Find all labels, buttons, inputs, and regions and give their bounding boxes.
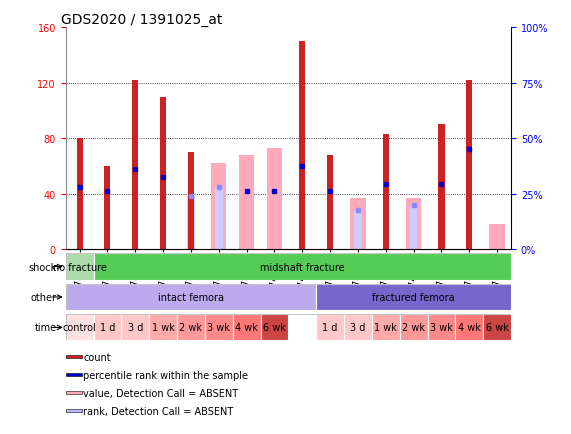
Bar <box>66 284 316 310</box>
Text: value, Detection Call = ABSENT: value, Detection Call = ABSENT <box>83 388 239 398</box>
Bar <box>66 355 82 358</box>
Bar <box>410 205 417 250</box>
Text: 1 d: 1 d <box>323 323 338 332</box>
Text: 1 wk: 1 wk <box>152 323 175 332</box>
Text: fractured femora: fractured femora <box>372 293 455 302</box>
Text: GDS2020 / 1391025_at: GDS2020 / 1391025_at <box>61 13 223 27</box>
Bar <box>400 315 428 341</box>
Text: rank, Detection Call = ABSENT: rank, Detection Call = ABSENT <box>83 407 234 417</box>
Text: 6 wk: 6 wk <box>486 323 509 332</box>
Text: percentile rank within the sample: percentile rank within the sample <box>83 370 248 380</box>
Bar <box>467 81 472 250</box>
Bar <box>211 164 227 250</box>
Text: count: count <box>83 352 111 362</box>
Bar <box>160 97 166 250</box>
Text: midshaft fracture: midshaft fracture <box>260 262 344 272</box>
Bar <box>187 197 195 250</box>
Bar <box>489 225 505 250</box>
Text: no fracture: no fracture <box>53 262 107 272</box>
Bar <box>188 153 194 250</box>
Bar <box>327 155 333 250</box>
Text: 3 d: 3 d <box>127 323 143 332</box>
Bar <box>428 315 456 341</box>
Bar <box>299 42 305 250</box>
Bar <box>122 315 149 341</box>
Text: 4 wk: 4 wk <box>458 323 481 332</box>
Text: 3 wk: 3 wk <box>430 323 453 332</box>
Bar <box>239 155 254 250</box>
Bar <box>350 198 365 250</box>
Bar <box>66 373 82 376</box>
Bar <box>406 198 421 250</box>
Bar <box>104 167 110 250</box>
Bar <box>132 81 138 250</box>
Bar <box>372 315 400 341</box>
Bar <box>177 315 205 341</box>
Bar <box>66 315 94 341</box>
Bar <box>77 139 83 250</box>
Text: 1 wk: 1 wk <box>375 323 397 332</box>
Bar <box>383 135 389 250</box>
Bar <box>149 315 177 341</box>
Text: intact femora: intact femora <box>158 293 224 302</box>
Text: time: time <box>35 323 57 332</box>
Text: other: other <box>31 293 57 302</box>
Bar <box>260 315 288 341</box>
Bar <box>66 254 94 280</box>
Bar <box>316 284 511 310</box>
Bar <box>456 315 483 341</box>
Text: 6 wk: 6 wk <box>263 323 286 332</box>
Bar <box>233 315 260 341</box>
Bar <box>316 315 344 341</box>
Text: 1 d: 1 d <box>100 323 115 332</box>
Bar <box>483 315 511 341</box>
Text: 2 wk: 2 wk <box>179 323 203 332</box>
Text: control: control <box>63 323 96 332</box>
Bar <box>66 409 82 412</box>
Text: 2 wk: 2 wk <box>402 323 425 332</box>
Text: 3 d: 3 d <box>350 323 365 332</box>
Text: 4 wk: 4 wk <box>235 323 258 332</box>
Bar <box>94 315 122 341</box>
Text: 3 wk: 3 wk <box>207 323 230 332</box>
Bar <box>66 391 82 394</box>
Bar <box>439 125 444 250</box>
Bar <box>354 211 362 250</box>
Bar <box>344 315 372 341</box>
Bar <box>205 315 233 341</box>
Bar <box>215 187 223 250</box>
Text: shock: shock <box>29 262 57 272</box>
Bar <box>267 148 282 250</box>
